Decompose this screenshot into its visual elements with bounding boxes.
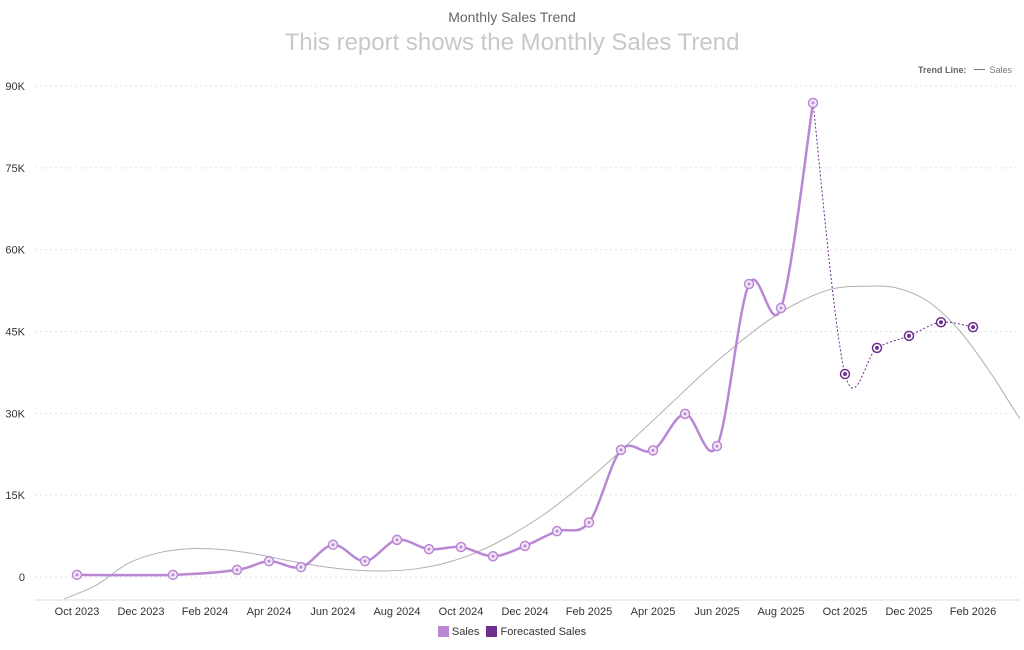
y-tick-label: 60K xyxy=(5,245,25,257)
x-tick-label: Feb 2026 xyxy=(950,606,996,618)
y-tick-label: 15K xyxy=(5,490,25,502)
sales-point-dot xyxy=(363,559,367,563)
y-tick-label: 45K xyxy=(5,327,25,339)
y-tick-label: 0 xyxy=(19,572,25,584)
x-tick-label: Apr 2024 xyxy=(247,606,292,618)
x-tick-label: Dec 2024 xyxy=(501,606,548,618)
sales-point-dot xyxy=(619,448,623,452)
x-tick-label: Feb 2024 xyxy=(182,606,228,618)
sales-point-dot xyxy=(587,520,591,524)
y-tick-label: 30K xyxy=(5,408,25,420)
chart-subtitle: This report shows the Monthly Sales Tren… xyxy=(284,29,740,56)
sales-point-dot xyxy=(523,544,527,548)
x-tick-label: Dec 2023 xyxy=(117,606,164,618)
trend-legend: Trend Line: Sales xyxy=(918,65,1012,75)
legend-label-sales: Sales xyxy=(451,626,480,638)
sales-point-dot xyxy=(555,529,559,533)
forecast-point-dot xyxy=(907,333,911,338)
legend: Sales Forecasted Sales xyxy=(0,626,1024,638)
sales-point-dot xyxy=(651,448,655,452)
x-tick-label: Apr 2025 xyxy=(631,606,676,618)
sales-point-dot xyxy=(331,543,335,547)
y-tick-label: 75K xyxy=(5,163,25,175)
x-tick-label: Oct 2023 xyxy=(55,606,100,618)
sales-point-dot xyxy=(75,573,79,577)
forecast-point-dot xyxy=(971,325,975,330)
chart-title: Monthly Sales Trend xyxy=(448,9,576,25)
legend-label-forecast: Forecasted Sales xyxy=(500,626,587,638)
forecast-point-dot xyxy=(843,372,847,377)
legend-item-sales[interactable]: Sales xyxy=(437,626,480,638)
sales-point-dot xyxy=(299,565,303,569)
trend-legend-swatch xyxy=(973,69,985,70)
x-tick-label: Feb 2025 xyxy=(566,606,612,618)
forecast-line xyxy=(812,102,974,389)
x-tick-label: Oct 2024 xyxy=(439,606,484,618)
x-tick-label: Oct 2025 xyxy=(823,606,868,618)
forecast-point-dot xyxy=(875,345,879,350)
sales-point-dot xyxy=(747,282,751,286)
sales-line xyxy=(76,102,815,577)
sales-point-dot xyxy=(459,545,463,549)
sales-point-dot xyxy=(683,412,687,416)
x-tick-label: Jun 2024 xyxy=(310,606,355,618)
legend-swatch-sales xyxy=(437,626,449,637)
x-tick-label: Jun 2025 xyxy=(694,606,739,618)
y-tick-label: 90K xyxy=(5,81,25,93)
legend-swatch-forecast xyxy=(486,626,498,637)
sales-point-dot xyxy=(395,538,399,542)
sales-point-dot xyxy=(267,559,271,563)
x-tick-label: Aug 2025 xyxy=(757,606,804,618)
sales-point-dot xyxy=(779,306,783,310)
trend-legend-series: Sales xyxy=(989,65,1012,75)
legend-item-forecast[interactable]: Forecasted Sales xyxy=(486,626,586,638)
forecast-point-dot xyxy=(939,320,943,325)
sales-point-dot xyxy=(491,554,495,558)
trend-line xyxy=(64,285,1020,600)
trend-legend-label: Trend Line: xyxy=(917,65,967,75)
x-tick-label: Aug 2024 xyxy=(373,606,420,618)
x-tick-label: Dec 2025 xyxy=(885,606,932,618)
sales-point-dot xyxy=(171,573,175,577)
sales-point-dot xyxy=(715,444,719,448)
sales-point-dot xyxy=(811,101,815,105)
sales-point-dot xyxy=(235,568,239,572)
sales-point-dot xyxy=(427,547,431,551)
